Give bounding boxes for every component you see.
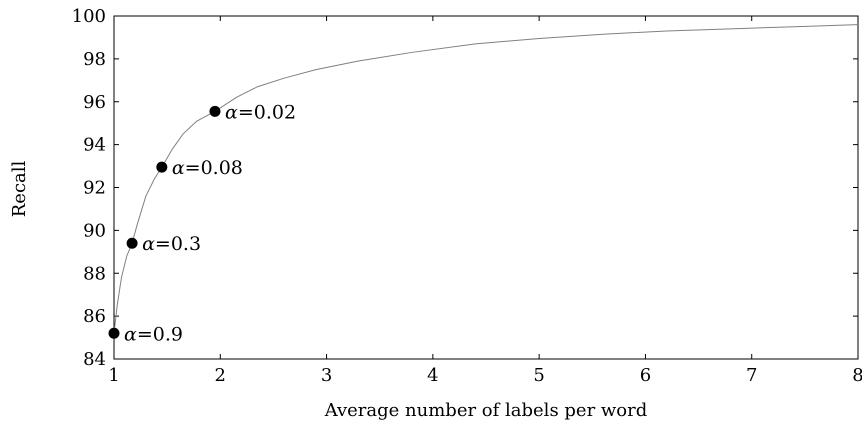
ticks: 1 2 3 4 5 6 7 8 84 86 88 90 92 94 96 98 100 [72,6,862,386]
data-point-label: α=0.02 [225,101,296,123]
axes [113,15,859,360]
x-axis-title: Average number of labels per word [324,400,648,421]
x-tick-label: 7 [746,365,757,386]
y-tick-label: 100 [72,6,106,27]
data-point-label: α=0.08 [172,157,243,179]
x-tick-label: 4 [427,365,438,386]
data-point [209,105,221,117]
data-point-label: α=0.9 [124,323,183,345]
y-tick-label: 84 [83,349,106,370]
x-tick-label: 5 [533,365,544,386]
y-axis-title: Recall [9,160,30,217]
plot-frame [113,15,859,360]
points: α=0.9 α=0.3 α=0.08 α=0.02 [108,101,296,345]
data-point [156,161,168,173]
y-tick-label: 92 [83,178,106,199]
x-tick-label: 6 [640,365,651,386]
y-tick-label: 96 [83,92,106,113]
y-tick-label: 98 [83,49,106,70]
y-tick-label: 90 [83,220,106,241]
x-tick-label: 3 [321,365,332,386]
data-point [108,327,120,339]
y-tick-label: 86 [83,306,106,327]
data-point [126,237,138,249]
data-point-label: α=0.3 [142,233,201,255]
x-tick-label: 2 [215,365,226,386]
x-tick-label: 1 [108,365,119,386]
x-tick-label: 8 [852,365,862,386]
y-tick-label: 88 [83,263,106,284]
y-tick-label: 94 [83,135,106,156]
